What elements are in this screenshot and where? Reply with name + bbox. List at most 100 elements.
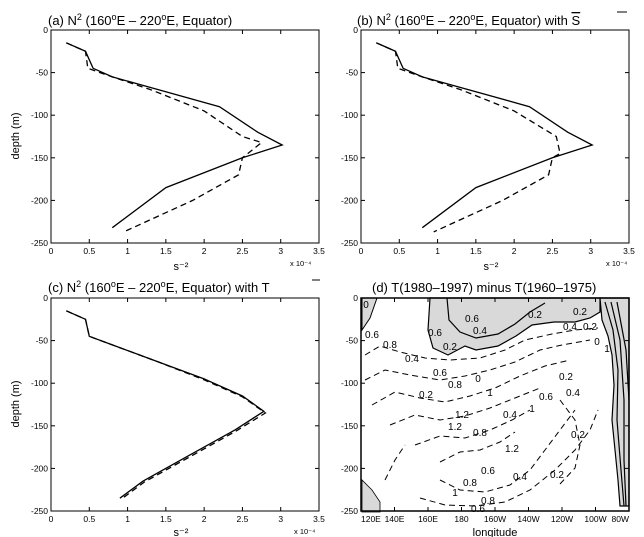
y-tick-label: -200: [341, 195, 358, 205]
contour-label: 0.2: [583, 322, 597, 333]
x-tick-label: 2: [202, 514, 207, 524]
contour-label: 0.6: [539, 392, 553, 403]
x-tick-label: 0: [359, 246, 364, 256]
contour-label: 0.8: [448, 380, 462, 391]
panel-d-xlabel: longitude: [473, 527, 518, 537]
series-line-solid: [66, 42, 284, 229]
panel-d-x-ticks: 120E 140E 160E 180 160W 140W 120W 100W 80W: [360, 298, 630, 524]
panel-b-plot-frame: [360, 29, 630, 244]
x-tick-label: 160W: [484, 514, 506, 524]
y-tick-label: 0: [43, 293, 48, 303]
x-tick-label: 2.5: [237, 246, 249, 256]
contour-0-north: [446, 297, 546, 339]
panel-b-title: (b) N2 (160oE – 220oE, Equator) with S: [357, 12, 581, 28]
contour-label: 0.2: [571, 430, 585, 441]
panel-a-plot-frame: [50, 29, 320, 244]
panel-a-title: (a) N2 (160oE – 220oE, Equator): [48, 12, 232, 28]
y-tick-label: -50: [36, 336, 49, 346]
contour-label: 1.2: [455, 410, 469, 421]
panel-a-series: [66, 42, 284, 233]
x-tick-label: 0.5: [83, 246, 95, 256]
panel-c: (c) N2 (160oE – 220oE, Equator) with T 0…: [10, 279, 325, 537]
x-tick-label: 140E: [385, 514, 405, 524]
x-tick-label: 0: [49, 514, 54, 524]
y-tick-label: -250: [341, 238, 358, 248]
panel-c-ylabel: depth (m): [10, 380, 22, 427]
series-line-dashed: [376, 42, 561, 233]
panel-a-ylabel: depth (m): [10, 112, 22, 159]
y-tick-label: -100: [341, 378, 358, 388]
x-tick-label: 3: [278, 514, 283, 524]
contour-label: 1: [487, 388, 493, 399]
panel-c-plot-frame: [50, 297, 320, 512]
panel-b: (b) N2 (160oE – 220oE, Equator) with S 0…: [341, 11, 635, 273]
contour-label: 0.2: [528, 310, 542, 321]
panel-d-contours-dashed: [364, 327, 599, 507]
contour-label: 1: [452, 488, 458, 499]
x-tick-label: 0: [49, 246, 54, 256]
series-line-dashed: [66, 42, 263, 233]
y-tick-label: -50: [346, 68, 359, 78]
contour-label: 1.2: [505, 444, 519, 455]
contour-label: 0.6: [465, 314, 479, 325]
contour-label: 0.8: [481, 496, 495, 507]
contour-0-4-low: [419, 409, 599, 507]
x-tick-label: 3: [278, 246, 283, 256]
panel-b-xlabel: s⁻²: [484, 261, 499, 273]
contour-label: 0.6: [481, 466, 495, 477]
x-tick-label: 1: [435, 246, 440, 256]
contour-0-2: [364, 327, 599, 361]
y-tick-label: -150: [341, 153, 358, 163]
contour-label: 1.2: [448, 422, 462, 433]
y-tick-label: -200: [31, 195, 48, 205]
contour-label: 0.4: [473, 326, 487, 337]
x-tick-label: 1.5: [470, 246, 482, 256]
panel-d-contour-labels: 00.2 0.20.4 0.200.60.40.6 0.60.8 0.20.40.610…: [363, 300, 610, 515]
y-tick-label: -100: [31, 110, 48, 120]
contour-label: 0.8: [463, 478, 477, 489]
panel-a-scale-note: x 10⁻⁴: [290, 259, 311, 268]
contour-east-loop: [559, 399, 581, 485]
panel-c-x-ticks: 0 0.5 1 1.5 2 2.5 3 3.5: [49, 298, 325, 524]
x-tick-label: 0.5: [83, 514, 95, 524]
x-tick-label: 140W: [517, 514, 539, 524]
contour-label: 0.4: [563, 322, 577, 333]
x-tick-label: 120E: [361, 514, 381, 524]
contour-0-4: [364, 339, 591, 381]
x-tick-label: 160E: [418, 514, 438, 524]
contour-label: 0: [475, 374, 481, 385]
y-tick-label: -50: [36, 68, 49, 78]
panel-a: (a) N2 (160oE – 220oE, Equator) 0 -50 -100…: [10, 12, 325, 273]
contour-label: 0.4: [513, 472, 527, 483]
x-tick-label: 3.5: [623, 246, 635, 256]
contour-label: 0.2: [559, 372, 573, 383]
x-tick-label: 1: [125, 514, 130, 524]
y-tick-label: -150: [341, 421, 358, 431]
panel-a-y-ticks: 0 -50 -100 -150 -200 -250: [31, 25, 319, 248]
contour-1-0: [414, 409, 531, 446]
x-tick-label: 1.5: [160, 514, 172, 524]
x-tick-label: 2: [512, 246, 517, 256]
x-tick-label: 3.5: [313, 514, 325, 524]
contour-label: 0.8: [473, 428, 487, 439]
panel-d-title: (d) T(1980–1997) minus T(1960–1975): [372, 280, 596, 295]
contour-label: 0.2: [573, 307, 587, 318]
panel-b-series: [376, 42, 594, 233]
y-tick-label: -100: [341, 110, 358, 120]
contour-1-2: [439, 431, 516, 463]
y-tick-label: 0: [353, 25, 358, 35]
contour-label: 0.2: [550, 470, 564, 481]
contour-label: 1: [529, 404, 535, 415]
y-tick-label: -50: [346, 336, 359, 346]
contour-label: 0.4: [566, 388, 580, 399]
panel-b-x-ticks: 0 0.5 1 1.5 2 2.5 3 3.5: [359, 30, 635, 256]
contour-label: 0.8: [383, 340, 397, 351]
contour-0-east-2: [610, 301, 627, 507]
contour-0-east-1: [604, 301, 625, 507]
x-tick-label: 180: [454, 514, 468, 524]
contour-label: 1: [604, 344, 610, 355]
contour-label: 0.6: [433, 368, 447, 379]
shade-north-central: [427, 297, 601, 356]
y-tick-label: -100: [31, 378, 48, 388]
